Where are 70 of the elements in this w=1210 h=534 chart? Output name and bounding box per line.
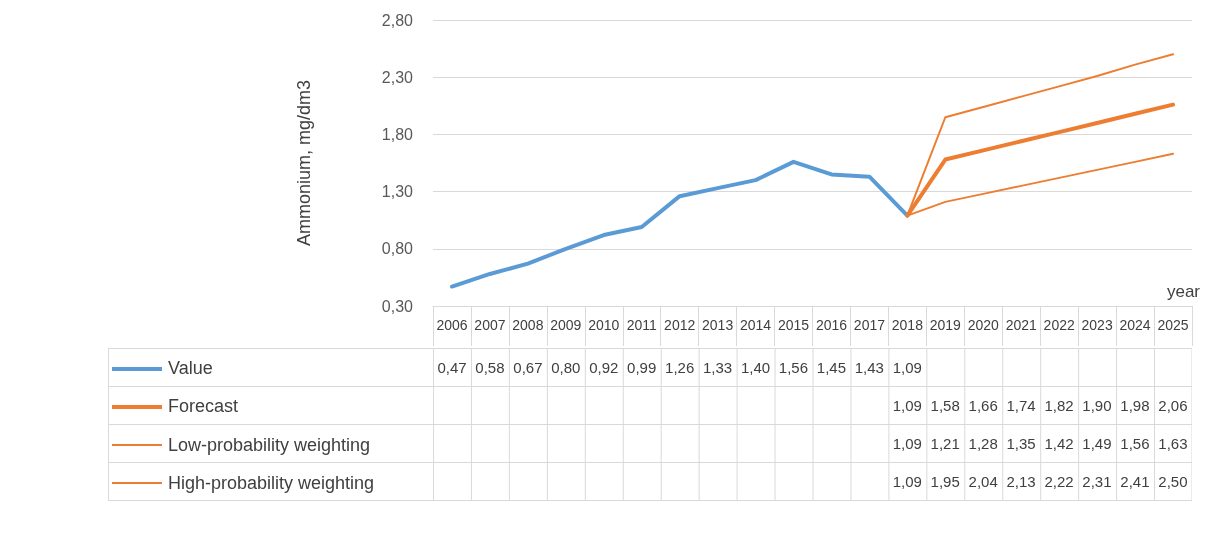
x-tick-label: 2023 xyxy=(1081,317,1113,333)
data-label: 1,56 xyxy=(777,357,810,378)
x-tick-label: 2017 xyxy=(853,317,886,333)
data-label: 1,66 xyxy=(967,395,999,416)
x-tick-label: 2008 xyxy=(512,317,544,333)
data-label: 1,43 xyxy=(853,357,885,378)
legend-label: Low-probability weighting xyxy=(167,434,371,456)
data-label: 2,04 xyxy=(967,471,999,492)
data-label: 1,95 xyxy=(929,471,961,492)
data-label: 0,80 xyxy=(550,357,582,378)
data-label: 1,09 xyxy=(891,433,923,454)
data-label: 1,49 xyxy=(1081,433,1113,454)
x-tick-label: 2014 xyxy=(740,317,772,333)
x-tick-label: 2018 xyxy=(891,317,924,333)
x-axis-title: year xyxy=(1166,282,1201,301)
x-tick-label: 2006 xyxy=(436,317,468,333)
data-label: 0,92 xyxy=(588,357,620,378)
x-tick-label: 2012 xyxy=(664,317,696,333)
y-tick-label: 0,30 xyxy=(381,297,414,315)
data-label: 1,09 xyxy=(891,395,923,416)
data-label: 2,50 xyxy=(1157,471,1189,492)
x-tick-label: 2024 xyxy=(1119,317,1151,333)
data-label: 2,22 xyxy=(1043,471,1075,492)
data-label: 2,13 xyxy=(1005,471,1037,492)
data-label: 1,40 xyxy=(739,357,772,378)
data-label: 0,99 xyxy=(626,357,658,378)
x-tick-label: 2025 xyxy=(1157,317,1189,333)
data-label: 0,47 xyxy=(436,357,468,378)
x-tick-label: 2020 xyxy=(967,317,1000,333)
line-series xyxy=(449,159,910,289)
data-label: 1,28 xyxy=(967,433,999,454)
data-label: 2,06 xyxy=(1157,395,1189,416)
x-tick-label: 2015 xyxy=(777,317,810,333)
y-tick-label: 1,30 xyxy=(381,183,414,201)
y-tick-label: 2,30 xyxy=(381,68,414,86)
data-label: 1,90 xyxy=(1081,395,1113,416)
data-label: 1,26 xyxy=(664,357,696,378)
y-tick-label: 1,80 xyxy=(381,125,414,143)
data-label: 1,09 xyxy=(891,471,923,492)
data-label: 1,58 xyxy=(929,395,961,416)
data-label: 1,63 xyxy=(1157,433,1189,454)
x-tick-label: 2013 xyxy=(702,317,734,333)
x-tick-label: 2022 xyxy=(1043,317,1075,333)
x-tick-label: 2016 xyxy=(815,317,848,333)
y-tick-label: 2,80 xyxy=(381,11,414,29)
data-label: 0,58 xyxy=(474,357,506,378)
legend-label: Forecast xyxy=(167,396,239,418)
data-label: 1,45 xyxy=(815,357,847,378)
x-tick-label: 2011 xyxy=(626,317,657,333)
x-tick-label: 2010 xyxy=(588,317,620,333)
x-tick-label: 2021 xyxy=(1005,317,1038,333)
legend-label: Value xyxy=(167,358,213,380)
data-label: 1,56 xyxy=(1119,433,1151,454)
data-label: 1,74 xyxy=(1005,395,1037,416)
data-label: 1,21 xyxy=(929,433,961,454)
data-label: 1,42 xyxy=(1043,433,1075,454)
y-axis-title: Ammonium, mg/dm3 xyxy=(294,79,314,247)
data-label: 1,82 xyxy=(1043,395,1075,416)
data-label: 2,41 xyxy=(1119,471,1151,492)
data-label: 2,31 xyxy=(1081,471,1113,492)
x-tick-label: 2019 xyxy=(929,317,962,333)
x-tick-label: 2007 xyxy=(474,317,506,333)
data-label: 1,35 xyxy=(1005,433,1037,454)
x-tick-label: 2009 xyxy=(550,317,582,333)
data-label: 1,98 xyxy=(1119,395,1151,416)
y-tick-label: 0,80 xyxy=(381,240,414,258)
legend-label: High-probability weighting xyxy=(167,472,375,494)
data-label: 0,67 xyxy=(512,357,544,378)
data-label: 1,09 xyxy=(891,357,923,378)
data-label: 1,33 xyxy=(702,357,734,378)
